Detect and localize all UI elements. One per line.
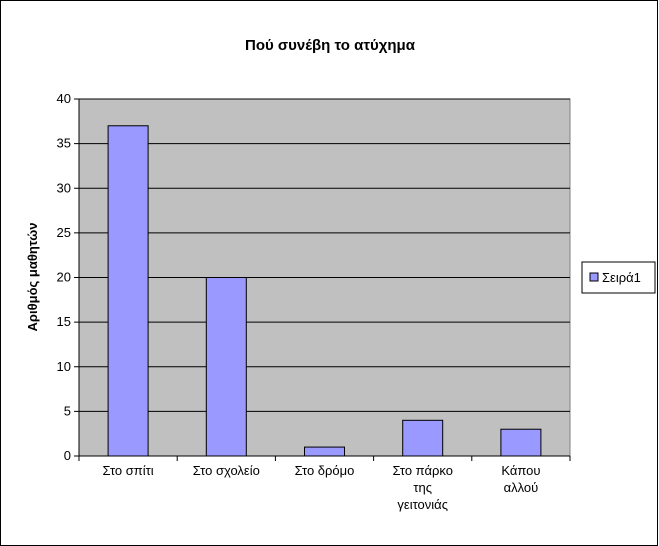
legend-label: Σειρά1 <box>602 270 641 285</box>
y-tick-label: 25 <box>57 225 71 240</box>
y-tick-label: 40 <box>57 91 71 106</box>
x-tick-label: Στο δρόμο <box>295 463 355 478</box>
legend-swatch <box>589 272 599 282</box>
y-tick-label: 15 <box>57 314 71 329</box>
x-tick-label: Στο σχολείο <box>193 463 260 478</box>
x-tick-label: Στο πάρκο της γειτονιάς <box>392 463 452 512</box>
y-tick-label: 20 <box>57 270 71 285</box>
y-tick-label: 30 <box>57 180 71 195</box>
x-tick-label: Στο σπίτι <box>103 463 154 478</box>
bar <box>205 277 247 457</box>
chart-title: Πού συνέβη το ατύχημα <box>245 37 416 54</box>
bar <box>500 428 542 457</box>
y-tick-label: 0 <box>64 448 71 463</box>
y-tick-label: 10 <box>57 359 71 374</box>
bar <box>304 446 345 457</box>
y-tick-label: 35 <box>57 136 71 151</box>
y-tick-label: 5 <box>64 403 71 418</box>
bar <box>402 419 444 457</box>
bar <box>107 125 149 457</box>
x-tick-label: Κάπου αλλού <box>501 463 540 495</box>
y-axis-label: Αριθμός μαθητών <box>25 223 40 332</box>
